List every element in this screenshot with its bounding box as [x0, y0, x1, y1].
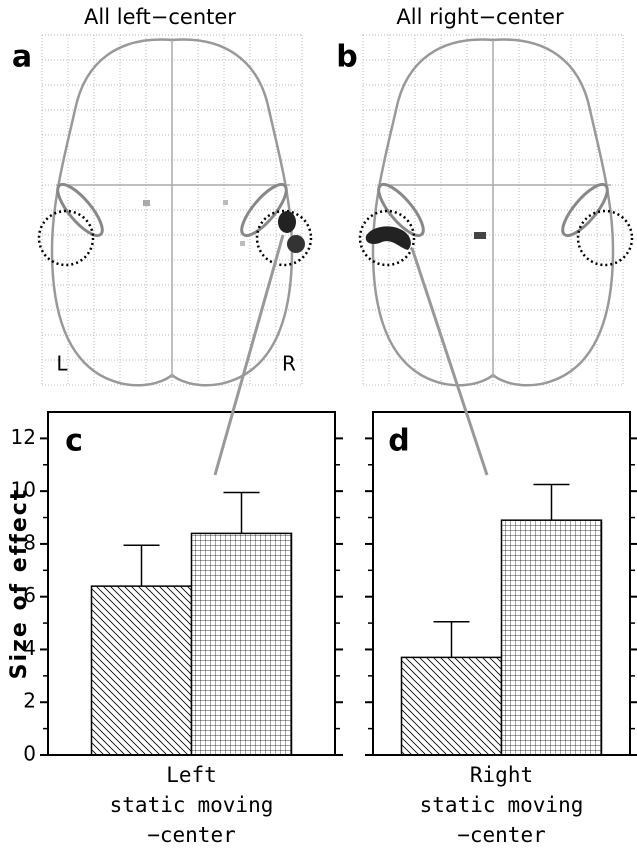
category-label: static: [110, 793, 186, 817]
panel-title: All left−center: [84, 5, 236, 29]
brain-b: All right−center b: [336, 5, 632, 385]
bar: [192, 533, 292, 755]
category-label: moving: [508, 793, 584, 817]
activation: [287, 235, 305, 253]
activation: [143, 200, 150, 206]
hemisphere-label: R: [282, 352, 296, 376]
bar: [92, 586, 192, 755]
x-axis-label: −center: [147, 823, 236, 847]
panel-letter: b: [336, 40, 357, 75]
activation: [278, 211, 296, 233]
category-label: moving: [198, 793, 274, 817]
pointer-arrow: [412, 248, 487, 475]
panel-letter: d: [388, 424, 409, 459]
x-axis-label: Left: [166, 763, 217, 787]
pointer-arrow: [215, 235, 283, 475]
y-tick-label: 12: [11, 425, 36, 449]
activation: [223, 200, 228, 205]
bar: [502, 520, 602, 755]
y-axis-label: Size of effect: [7, 488, 32, 680]
panel-title: All right−center: [396, 5, 564, 29]
y-tick-label: 0: [23, 742, 36, 766]
hemisphere-label: L: [56, 352, 68, 376]
x-axis-label: −center: [457, 823, 546, 847]
roi-circle: [578, 211, 632, 265]
activation: [474, 232, 486, 239]
x-axis-label: Right: [470, 763, 533, 787]
y-tick-label: 2: [23, 689, 36, 713]
roi-circle: [39, 211, 93, 265]
bar: [402, 657, 502, 755]
figure: All left−center a L R All right−center b…: [0, 0, 637, 852]
activation: [240, 241, 245, 246]
panel-letter: c: [65, 424, 83, 459]
roi-ellipse: [51, 178, 109, 241]
brain-a: All left−center a L R: [12, 5, 311, 385]
category-label: static: [420, 793, 496, 817]
panel-letter: a: [12, 40, 32, 75]
